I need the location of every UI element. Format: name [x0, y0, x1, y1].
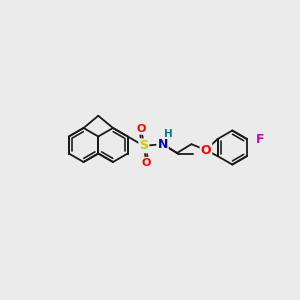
Text: O: O — [201, 144, 211, 157]
Text: S: S — [140, 139, 148, 152]
Text: O: O — [136, 124, 146, 134]
Text: H: H — [164, 129, 172, 139]
Text: F: F — [256, 133, 265, 146]
Text: O: O — [142, 158, 151, 168]
Text: N: N — [158, 138, 168, 151]
